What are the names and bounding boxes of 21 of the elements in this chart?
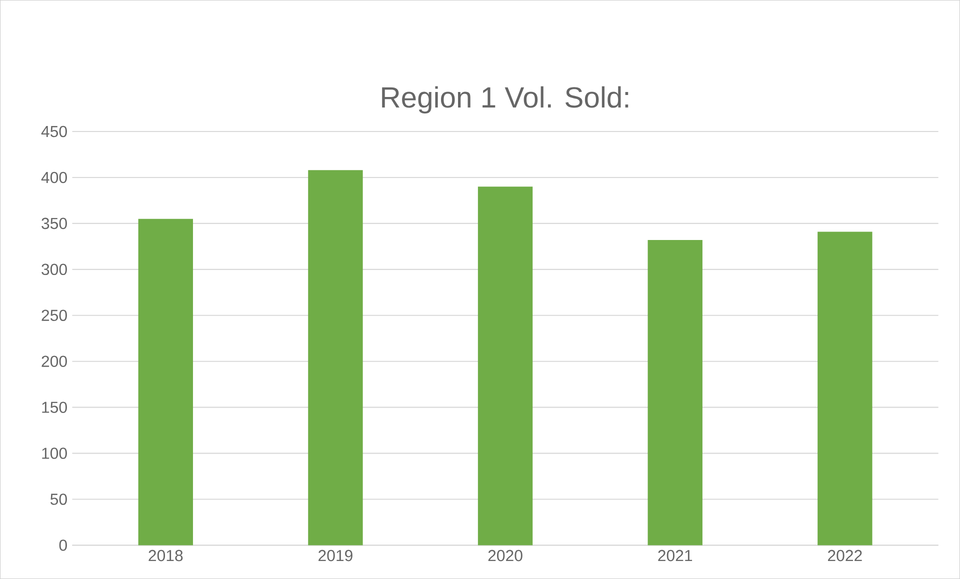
bar [648,240,702,546]
x-tick-label: 2018 [148,550,183,562]
y-tick-label: 50 [50,494,67,505]
bar [818,232,872,546]
x-tick-label: 2021 [658,550,692,562]
y-tick-label: 300 [42,264,67,276]
bar [478,186,533,546]
y-tick-label: 250 [42,310,67,321]
x-tick-label: 2022 [828,550,862,562]
y-tick-label: 200 [42,356,67,367]
x-tick-label: 2020 [488,550,522,562]
y-tick-label: 0 [59,540,67,551]
x-tick-label: 2019 [318,550,352,562]
y-tick-label: 150 [42,402,67,413]
y-tick-label: 400 [41,172,67,184]
y-tick-label: 350 [42,218,67,230]
bar [138,218,193,546]
chart-title: Region 1 Vol. Sold: [382,86,628,114]
y-tick-label: 450 [41,126,67,138]
bar [308,170,363,546]
y-tick-label: 100 [42,448,67,459]
